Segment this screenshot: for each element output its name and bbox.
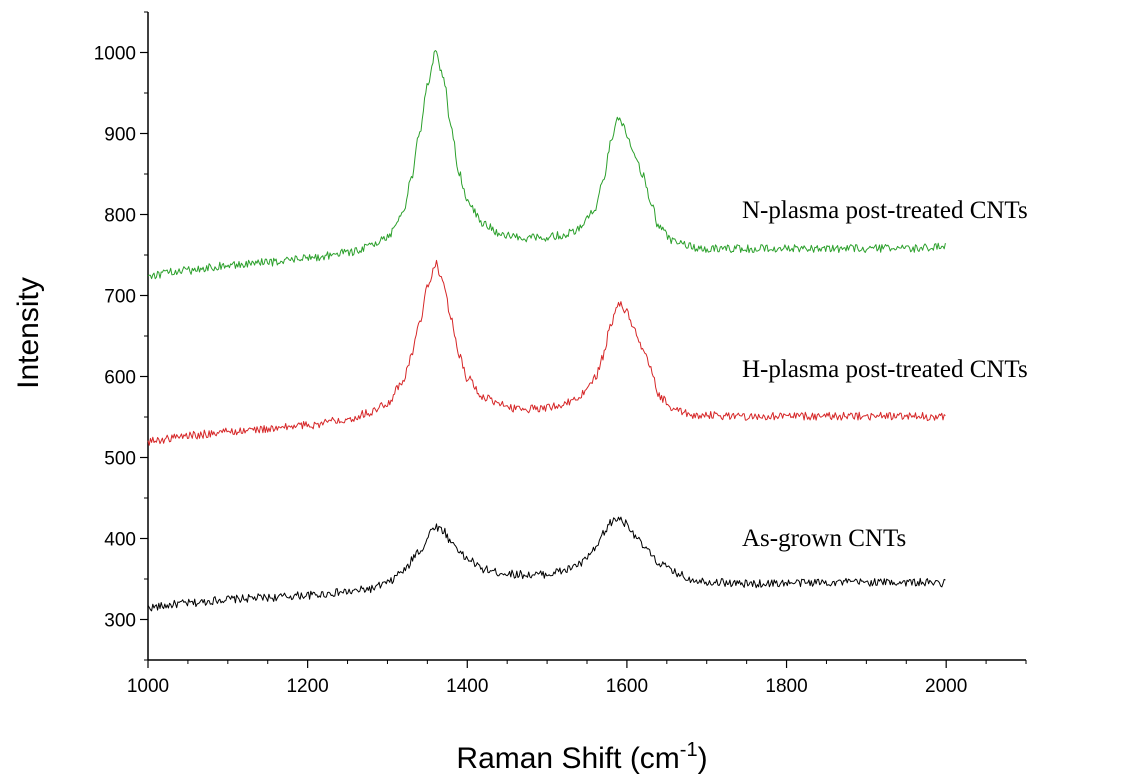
y-tick-label: 600 xyxy=(104,368,136,389)
y-tick-label: 800 xyxy=(104,206,136,227)
series-line-1 xyxy=(147,516,946,612)
series-lines xyxy=(147,50,946,612)
x-tick-label: 1600 xyxy=(606,676,648,697)
x-tick-label: 2000 xyxy=(925,676,967,697)
x-tick-label: 1000 xyxy=(127,676,169,697)
series-label-1: As-grown CNTs xyxy=(742,525,906,552)
x-axis-title-suffix: ) xyxy=(698,742,708,775)
y-tick-label: 900 xyxy=(104,125,136,146)
series-label-2: H-plasma post-treated CNTs xyxy=(742,356,1028,383)
axes xyxy=(147,12,1026,661)
series-label-3: N-plasma post-treated CNTs xyxy=(742,197,1028,224)
x-axis-title-superscript: -1 xyxy=(680,739,698,761)
x-axis-title: Raman Shift (cm-1) xyxy=(456,739,707,775)
y-tick-label: 300 xyxy=(104,611,136,632)
x-tick-label: 1800 xyxy=(765,676,807,697)
ticks: 300 400 500 600 700 800 900 1000 1000 1200 1400 160… xyxy=(94,11,1027,697)
y-tick-label: 500 xyxy=(104,449,136,470)
y-tick-label: 1000 xyxy=(94,44,136,65)
series-line-2 xyxy=(147,259,946,446)
y-tick-label: 400 xyxy=(104,530,136,551)
x-tick-label: 1400 xyxy=(446,676,488,697)
x-axis-title-main: Raman Shift (cm xyxy=(456,742,679,775)
series-line-3 xyxy=(147,50,946,280)
x-tick-label: 1200 xyxy=(286,676,328,697)
y-axis-title: Intensity xyxy=(12,277,45,389)
series-labels: As-grown CNTs H-plasma post-treated CNTs N… xyxy=(742,197,1028,552)
y-tick-label: 700 xyxy=(104,287,136,308)
